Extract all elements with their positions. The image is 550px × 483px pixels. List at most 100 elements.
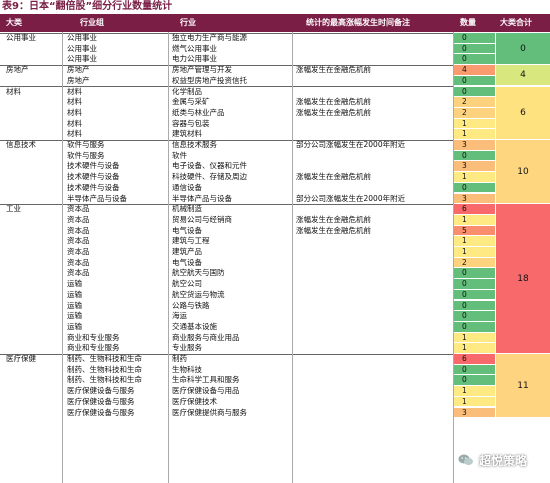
industry-group-cell: 材料 xyxy=(67,118,82,128)
watermark: 超悦策略 xyxy=(456,448,550,472)
count-cell: 1 xyxy=(454,172,495,183)
industry-group-cell: 医疗保健设备与服务 xyxy=(67,386,135,396)
industry-cell: 生命科学工具和服务 xyxy=(172,375,240,385)
count-cell: 0 xyxy=(454,289,495,301)
industry-group-cell: 资本品 xyxy=(67,247,90,256)
count-cell: 1 xyxy=(454,129,495,140)
table-row: 制药、生物科技和生命 生物科技 0 xyxy=(0,364,550,376)
industry-cell: 医疗保健提供商与服务 xyxy=(172,407,247,417)
industry-cell: 半导体产品与设备 xyxy=(172,193,232,203)
industry-group-cell: 运输 xyxy=(67,321,82,331)
table-row: 医疗保健 制药、生物科技和生命 制药 6 xyxy=(0,354,550,365)
count-cell: 0 xyxy=(454,268,495,280)
table-row: 公用事业 电力公用事业 0 xyxy=(0,54,550,66)
count-cell: 0 xyxy=(454,43,495,55)
industry-group-cell: 技术硬件与设备 xyxy=(67,182,120,192)
note-cell: 部分公司涨幅发生在2000年附近 xyxy=(296,193,406,203)
industry-cell: 制药 xyxy=(172,354,187,363)
note-cell: 涨幅发生在金融危机前 xyxy=(296,65,371,75)
column-divider xyxy=(453,32,454,483)
group-divider xyxy=(0,139,453,141)
count-cell: 0 xyxy=(454,86,495,98)
industry-cell: 金属与采矿 xyxy=(172,97,210,107)
table-row: 材料 纸类与林业产品 涨幅发生在金融危机前 2 xyxy=(0,107,550,119)
group-divider xyxy=(0,353,453,355)
count-cell: 1 xyxy=(454,332,495,344)
industry-group-cell: 商业和专业服务 xyxy=(67,332,120,342)
count-cell: 1 xyxy=(454,396,495,408)
industry-cell: 权益型房地产投资信托 xyxy=(172,75,247,85)
industry-cell: 建筑材料 xyxy=(172,129,202,139)
count-cell: 0 xyxy=(454,375,495,387)
industry-group-cell: 资本品 xyxy=(67,204,90,214)
industry-group-cell: 制药、生物科技和生命 xyxy=(67,375,142,385)
count-cell: 0 xyxy=(454,279,495,290)
group-total-cell: 18 xyxy=(496,204,550,354)
industry-group-cell: 材料 xyxy=(67,129,82,139)
count-cell: 1 xyxy=(454,214,495,226)
column-divider xyxy=(292,32,293,483)
big-category-label: 房地产 xyxy=(6,65,29,75)
industry-cell: 机械制造 xyxy=(172,204,202,214)
industry-group-cell: 运输 xyxy=(67,289,82,299)
industry-cell: 医疗保健技术 xyxy=(172,396,217,406)
industry-group-cell: 公用事业 xyxy=(67,43,97,53)
table-row: 技术硬件与设备 电子设备、仪器和元件 3 xyxy=(0,161,550,173)
table-row: 运输 航空货运与物流 0 xyxy=(0,289,550,301)
note-cell: 涨幅发生在金融危机前 xyxy=(296,97,371,107)
note-cell: 部分公司涨幅发生在2000年附近 xyxy=(296,140,406,149)
table-header: 大类 行业组 行业 统计的最高涨幅发生时间备注 数量 大类合计 xyxy=(0,14,550,32)
table-row: 房地产 房地产 房地产管理与开发 涨幅发生在金融危机前 4 xyxy=(0,65,550,76)
count-cell: 1 xyxy=(454,118,495,130)
industry-cell: 建筑产品 xyxy=(172,247,202,256)
count-cell: 1 xyxy=(454,386,495,397)
industry-group-cell: 技术硬件与设备 xyxy=(67,172,120,182)
table-row: 公用事业 燃气公用事业 0 xyxy=(0,43,550,55)
industry-group-cell: 商业和专业服务 xyxy=(67,343,120,353)
count-cell: 1 xyxy=(454,236,495,247)
count-cell: 3 xyxy=(454,140,495,151)
table-row: 房地产 权益型房地产投资信托 0 xyxy=(0,75,550,87)
big-category-label: 工业 xyxy=(6,204,21,214)
industry-group-cell: 运输 xyxy=(67,311,82,321)
count-cell: 2 xyxy=(454,257,495,269)
note-cell: 涨幅发生在金融危机前 xyxy=(296,107,371,117)
table-row: 材料 容器与包装 1 xyxy=(0,118,550,130)
industry-cell: 燃气公用事业 xyxy=(172,43,217,53)
big-category-label: 材料 xyxy=(6,86,21,96)
count-cell: 0 xyxy=(454,364,495,376)
count-cell: 6 xyxy=(454,204,495,215)
column-divider xyxy=(62,32,63,483)
table-row: 工业 资本品 机械制造 6 xyxy=(0,204,550,215)
table-row: 材料 材料 化学制品 0 xyxy=(0,86,550,98)
column-divider xyxy=(168,32,169,483)
count-cell: 0 xyxy=(454,311,495,322)
watermark-text: 超悦策略 xyxy=(479,453,528,468)
count-cell: 3 xyxy=(454,193,495,205)
industry-group-cell: 运输 xyxy=(67,279,82,289)
table-row: 运输 海运 0 xyxy=(0,311,550,322)
count-cell: 0 xyxy=(454,54,495,66)
industry-group-cell: 制药、生物科技和生命 xyxy=(67,364,142,374)
count-cell: 0 xyxy=(454,150,495,162)
industry-cell: 医疗保健设备与用品 xyxy=(172,386,240,396)
industry-cell: 电力公用事业 xyxy=(172,54,217,64)
count-cell: 1 xyxy=(454,343,495,354)
industry-cell: 航空航天与国防 xyxy=(172,268,225,278)
count-cell: 6 xyxy=(454,354,495,365)
industry-cell: 交通基本设施 xyxy=(172,321,217,331)
industry-cell: 容器与包装 xyxy=(172,118,210,128)
note-cell: 涨幅发生在金融危机前 xyxy=(296,214,371,224)
table-row: 软件与服务 软件 0 xyxy=(0,150,550,162)
note-cell: 涨幅发生在金融危机前 xyxy=(296,172,371,182)
table-row: 技术硬件与设备 科技硬件、存储及周边 涨幅发生在金融危机前 1 xyxy=(0,172,550,183)
count-cell: 4 xyxy=(454,65,495,76)
table-row: 商业和专业服务 专业服务 1 xyxy=(0,343,550,354)
header-industry: 行业 xyxy=(180,18,196,27)
industry-group-cell: 资本品 xyxy=(67,236,90,246)
industry-cell: 科技硬件、存储及周边 xyxy=(172,172,247,182)
industry-cell: 软件 xyxy=(172,150,187,160)
count-cell: 1 xyxy=(454,247,495,258)
table-row: 医疗保健设备与服务 医疗保健提供商与服务 3 xyxy=(0,407,550,419)
industry-group-cell: 运输 xyxy=(67,300,82,310)
